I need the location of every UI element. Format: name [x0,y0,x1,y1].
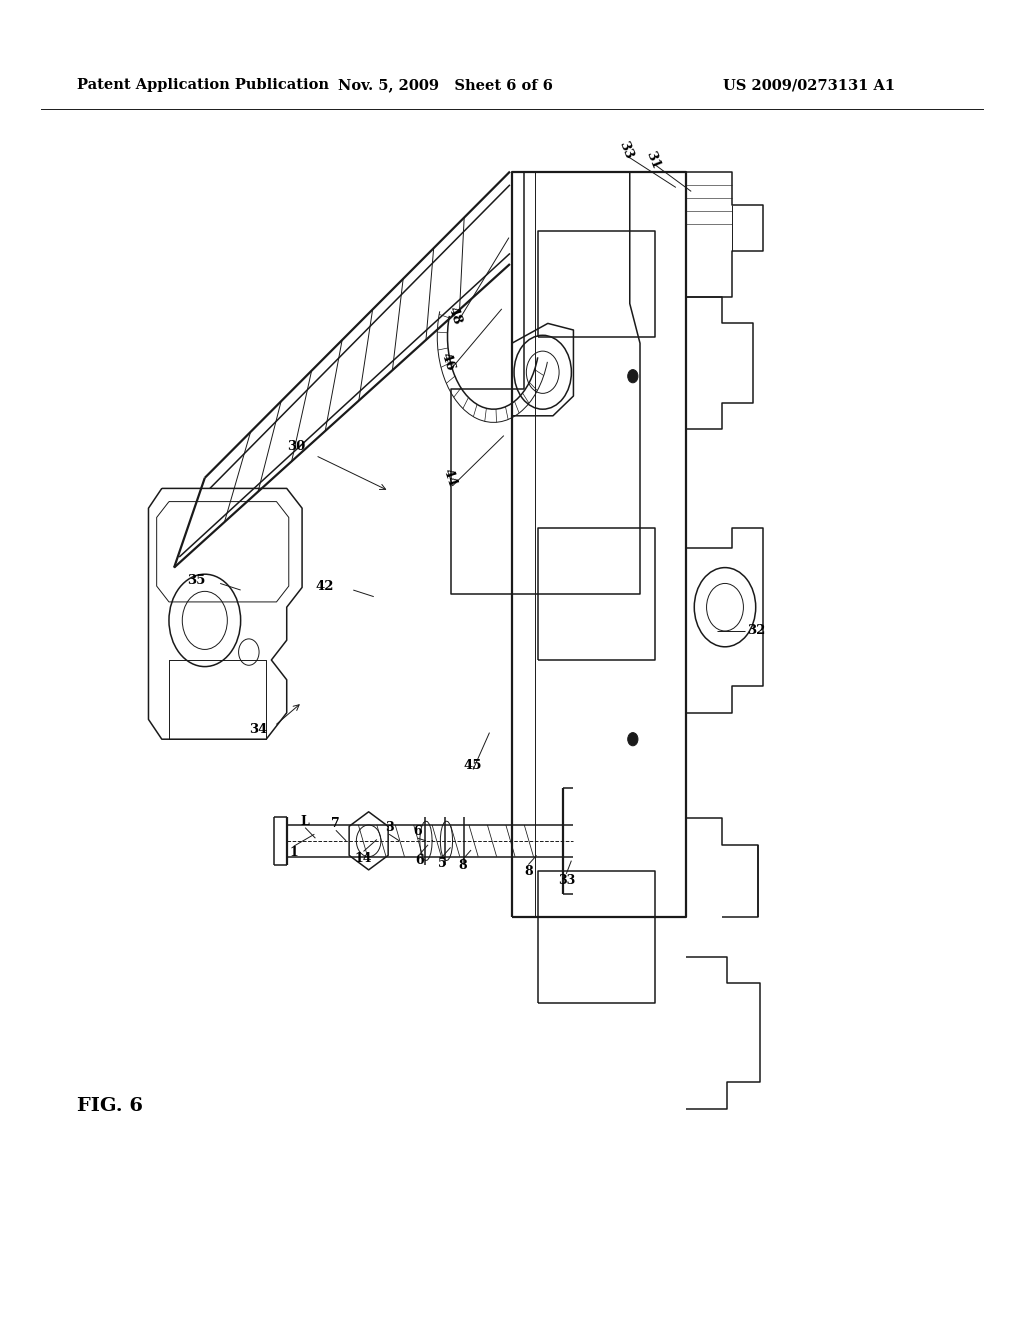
Text: 44: 44 [440,467,459,488]
Text: FIG. 6: FIG. 6 [77,1097,142,1115]
Text: Nov. 5, 2009   Sheet 6 of 6: Nov. 5, 2009 Sheet 6 of 6 [338,78,553,92]
Text: 3: 3 [385,821,393,834]
Text: 8: 8 [459,859,467,873]
Text: 6: 6 [416,854,424,867]
Text: 7: 7 [332,817,340,830]
Text: 14: 14 [354,851,373,865]
Text: L: L [301,814,309,828]
Text: 8: 8 [524,865,532,878]
Text: 35: 35 [187,574,206,587]
Text: 5: 5 [438,857,446,870]
Text: 48: 48 [445,305,464,326]
Text: 46: 46 [438,351,457,372]
Text: 33: 33 [616,140,635,161]
Text: 34: 34 [249,723,267,737]
Text: Patent Application Publication: Patent Application Publication [77,78,329,92]
Text: 45: 45 [464,759,482,772]
Text: 42: 42 [315,579,334,593]
Circle shape [628,733,638,746]
Text: 33: 33 [558,874,574,887]
Text: 6: 6 [414,825,422,838]
Text: 32: 32 [748,624,766,638]
Text: 31: 31 [643,149,662,170]
Text: 1: 1 [290,846,298,859]
Circle shape [628,370,638,383]
Text: 30: 30 [287,440,305,453]
Text: US 2009/0273131 A1: US 2009/0273131 A1 [723,78,895,92]
